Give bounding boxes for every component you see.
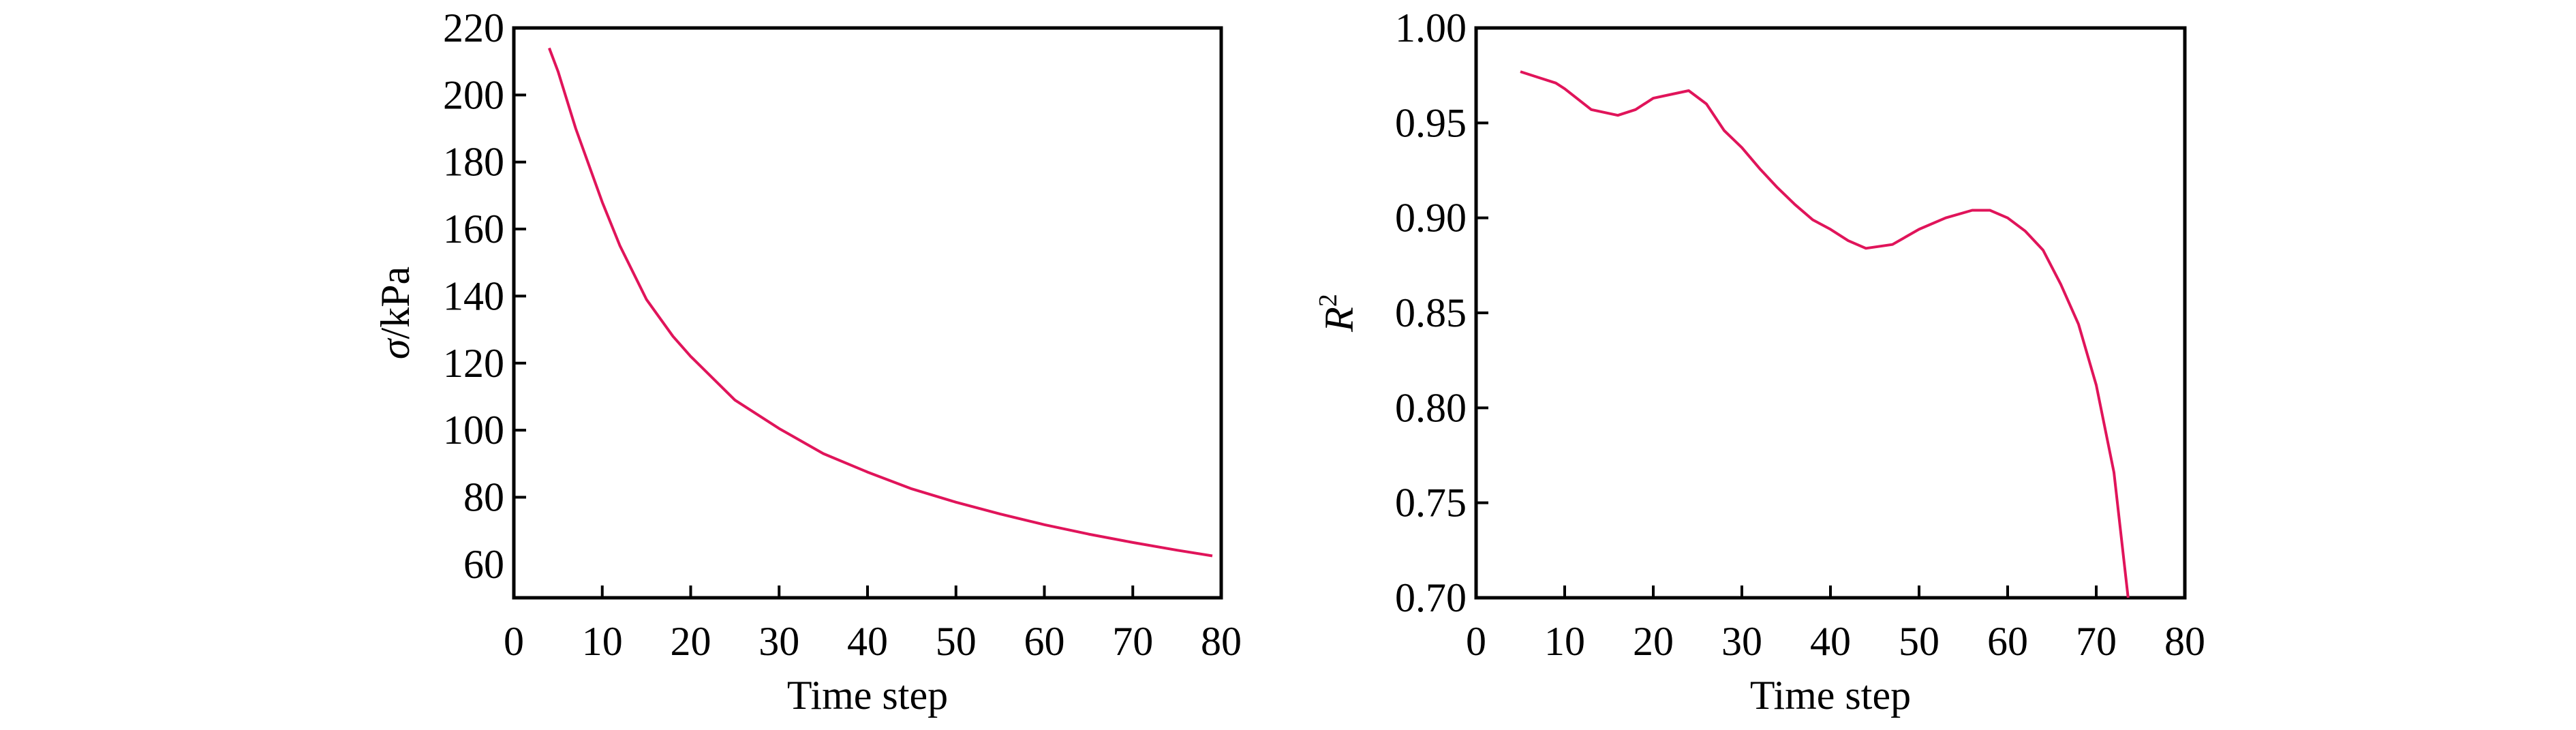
x-tick-label: 30	[758, 619, 799, 664]
x-tick-label: 20	[671, 619, 711, 664]
x-tick-label: 60	[1024, 619, 1065, 664]
chart-2: 0 10 20 30 40 50 60 70 80 0.70 0.75 0.80 0.85 0.90 0.9…	[1314, 5, 2205, 718]
y-tick-label: 0.90	[1395, 196, 1467, 241]
x-tick-label: 50	[1899, 619, 1939, 664]
y-tick-label: 160	[443, 207, 504, 252]
y-tick-label: 180	[443, 140, 504, 185]
y-tick-label: 0.75	[1395, 481, 1467, 526]
data-line	[1520, 70, 2130, 598]
y-tick-label: 200	[443, 72, 504, 117]
x-tick-label: 20	[1633, 619, 1674, 664]
y-axis-label: R2	[1314, 294, 1362, 333]
y-axis-label-superscript: 2	[1314, 294, 1343, 307]
y-axis-label: σ/kPa	[373, 267, 418, 359]
x-tick-label: 0	[1466, 619, 1486, 664]
y-tick-label: 220	[443, 5, 504, 50]
y-tick-label: 0.85	[1395, 290, 1467, 335]
y-axis-label-symbol: σ	[373, 337, 418, 359]
x-axis-label: Time step	[1750, 673, 1911, 718]
x-tick-label: 80	[2164, 619, 2205, 664]
x-tick-label: 70	[1112, 619, 1153, 664]
y-tick-label: 0.95	[1395, 100, 1467, 145]
x-tick-label: 50	[936, 619, 977, 664]
data-line	[548, 47, 1213, 558]
x-tick-label: 40	[847, 619, 888, 664]
y-tick-label: 100	[443, 408, 504, 453]
y-tick-label: 140	[443, 273, 504, 318]
x-tick-label: 60	[1987, 619, 2028, 664]
x-axis-label: Time step	[787, 673, 948, 718]
y-tick-label: 1.00	[1395, 5, 1467, 50]
y-tick-label: 120	[443, 341, 504, 386]
x-tick-label: 30	[1721, 619, 1762, 664]
y-axis-label-unit: /kPa	[373, 267, 418, 339]
y-tick-label: 60	[463, 542, 504, 587]
x-tick-label: 80	[1201, 619, 1242, 664]
y-tick-label: 0.70	[1395, 575, 1467, 620]
y-tick-label: 0.80	[1395, 385, 1467, 430]
plot-frame	[512, 26, 1223, 600]
y-axis-label-symbol: R	[1317, 307, 1362, 333]
x-tick-label: 10	[582, 619, 623, 664]
x-tick-label: 40	[1810, 619, 1851, 664]
chart-1: 0 10 20 30 40 50 60 70 80 60 80 100 120 140 160 180 200 2…	[373, 5, 1242, 718]
x-tick-label: 10	[1544, 619, 1585, 664]
x-tick-label: 0	[504, 619, 524, 664]
x-tick-label: 70	[2076, 619, 2117, 664]
plot-frame	[1474, 26, 2187, 600]
y-tick-label: 80	[463, 474, 504, 519]
